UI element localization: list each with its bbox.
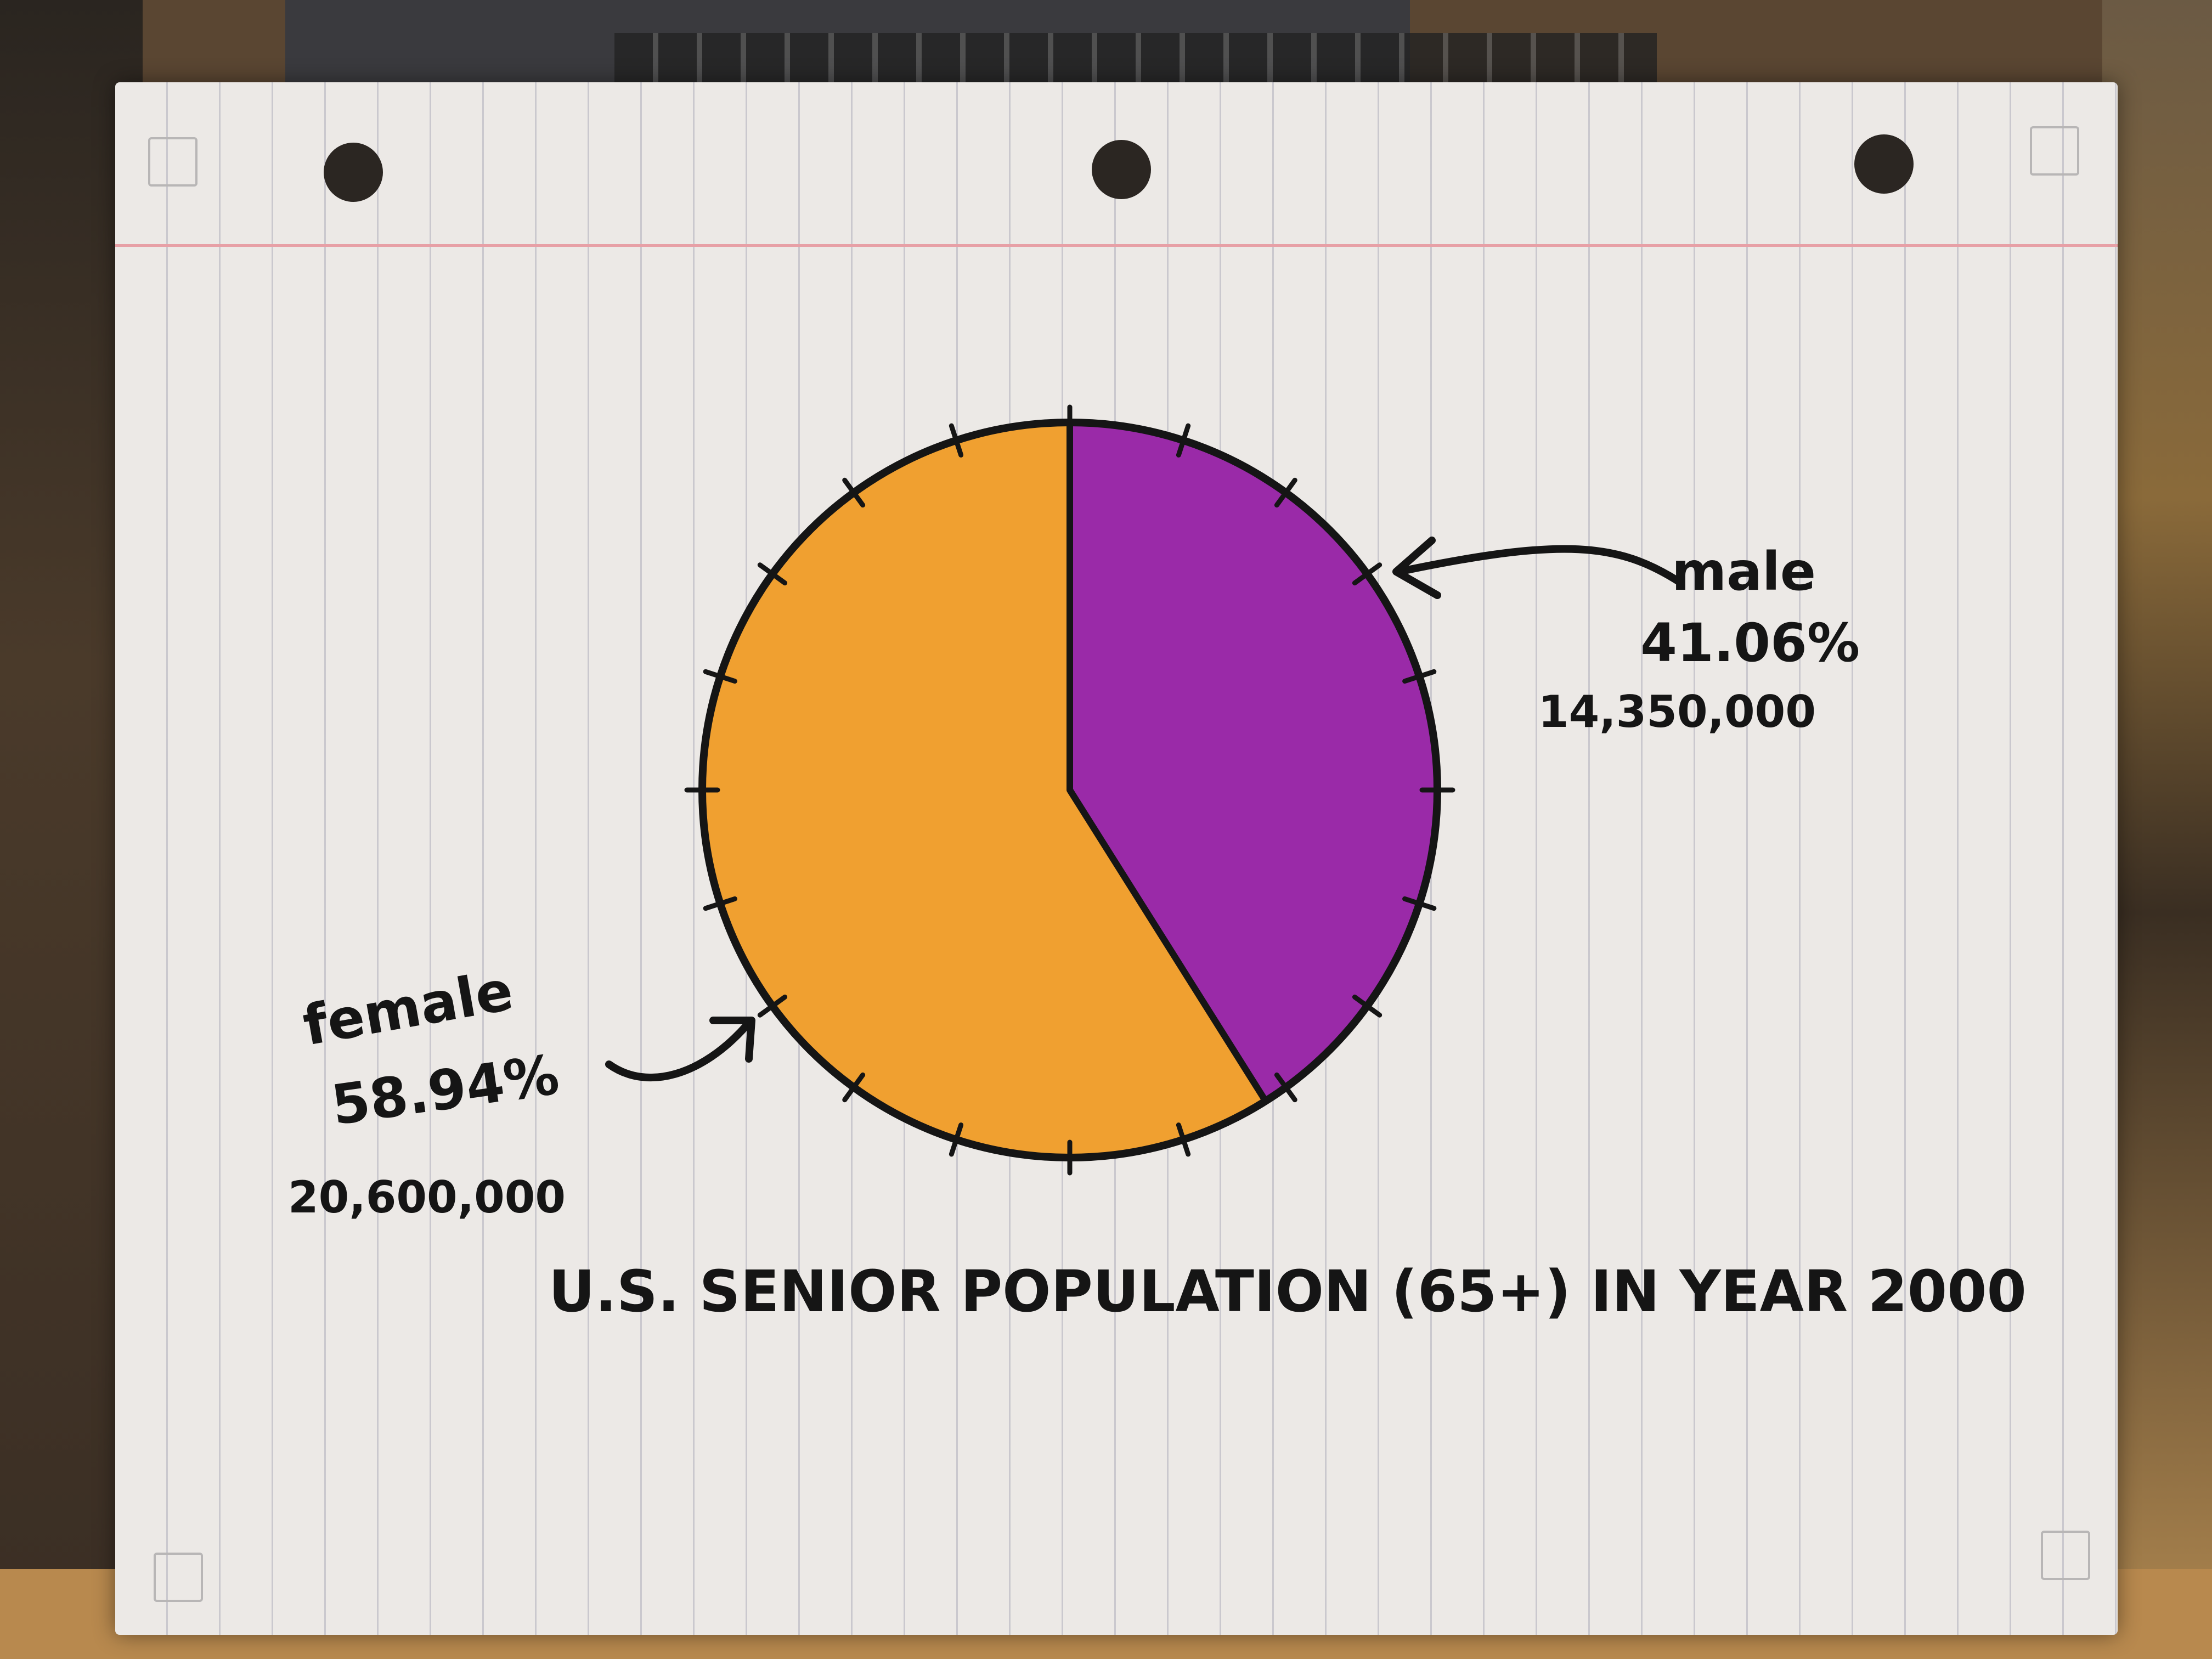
pie-ticks — [684, 404, 1455, 1176]
pie-tick — [757, 562, 788, 586]
female-arrow-head — [709, 1017, 755, 1063]
male-count: 14,350,000 — [1538, 686, 1816, 737]
paper-margin-line — [115, 244, 2118, 247]
pie-tick — [1352, 994, 1383, 1018]
pie-tick — [949, 1122, 964, 1157]
pie-tick — [757, 994, 788, 1018]
male-percent: 41.06% — [1640, 612, 1860, 674]
male-label: male — [1672, 541, 1816, 602]
punch-hole — [1854, 134, 1914, 194]
pie-tick — [1274, 477, 1297, 508]
pie-tick — [703, 669, 737, 684]
pie-tick — [1402, 669, 1437, 684]
laptop-keyboard — [614, 33, 1657, 82]
pie-tick — [1176, 1122, 1191, 1157]
female-arrow — [605, 1022, 750, 1082]
female-label: female — [298, 958, 518, 1058]
punch-hole — [1092, 140, 1151, 199]
male-arrow — [1401, 545, 1683, 585]
pie-tick — [842, 1072, 866, 1103]
background-right — [2102, 0, 2212, 1659]
pie-tick — [1274, 1072, 1297, 1103]
chart-title: U.S. SENIOR POPULATION (65+) IN YEAR 200… — [549, 1258, 2027, 1325]
female-percent: 58.94% — [328, 1042, 563, 1138]
pie-tick — [1176, 423, 1191, 458]
pie-slices — [698, 419, 1441, 1161]
male-arrow-head — [1392, 537, 1441, 599]
pie-tick — [1402, 896, 1437, 911]
paper-corner-mark — [2041, 1531, 2090, 1580]
paper-corner-mark — [148, 137, 198, 187]
pie-tick — [949, 423, 964, 458]
paper-corner-mark — [154, 1553, 203, 1602]
pie-tick — [1352, 562, 1383, 586]
female-count: 20,600,000 — [288, 1172, 566, 1223]
punch-hole — [324, 143, 383, 202]
pie-tick — [703, 896, 737, 911]
paper-corner-mark — [2030, 126, 2079, 176]
pie-tick — [842, 477, 866, 508]
